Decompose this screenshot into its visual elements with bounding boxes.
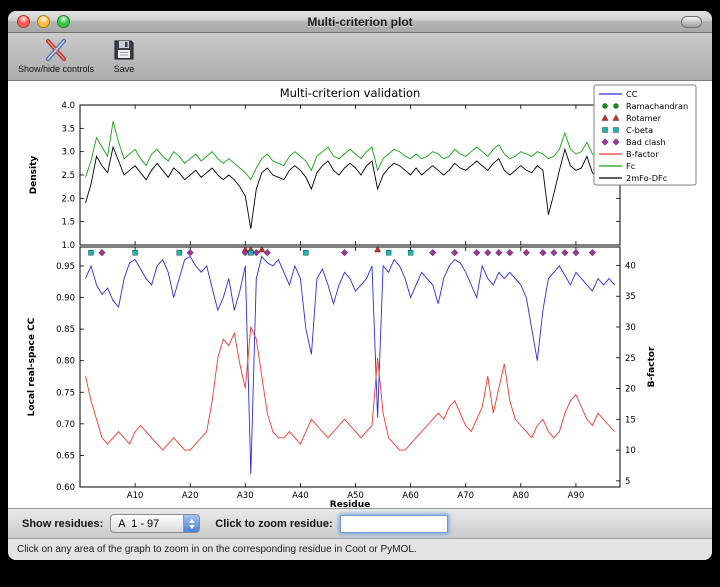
show-hide-controls-label: Show/hide controls	[18, 64, 95, 74]
svg-text:2.5: 2.5	[61, 171, 75, 181]
svg-text:5: 5	[625, 477, 630, 487]
svg-text:Fc: Fc	[626, 161, 635, 171]
svg-text:3.5: 3.5	[61, 124, 75, 134]
svg-text:1.0: 1.0	[61, 241, 75, 251]
series-Fc	[85, 121, 615, 181]
zoom-residue-label: Click to zoom residue:	[215, 517, 333, 530]
markers-bad-clash	[98, 249, 596, 257]
svg-text:15: 15	[625, 415, 636, 425]
controls-bar: Show residues: A 1 - 97 Click to zoom re…	[8, 508, 712, 538]
svg-text:4.0: 4.0	[61, 101, 75, 111]
svg-text:10: 10	[625, 446, 636, 456]
residue-axis-label: Residue	[330, 500, 370, 507]
svg-text:25: 25	[625, 354, 636, 364]
svg-text:0.75: 0.75	[56, 388, 75, 398]
show-residues-label: Show residues:	[22, 517, 104, 530]
save-button[interactable]: Save	[112, 36, 136, 74]
status-text: Click on any area of the graph to zoom i…	[17, 544, 417, 555]
crossed-tools-icon	[43, 36, 69, 64]
svg-text:0.65: 0.65	[56, 451, 75, 461]
svg-text:B-factor: B-factor	[626, 149, 659, 159]
svg-text:CC: CC	[626, 89, 638, 99]
minimize-button[interactable]	[37, 15, 50, 28]
svg-text:A50: A50	[347, 491, 364, 501]
series-B-factor	[85, 325, 615, 451]
svg-text:0.60: 0.60	[56, 483, 75, 493]
residue-range-value: A 1 - 97	[118, 517, 160, 530]
svg-text:3.0: 3.0	[61, 148, 75, 158]
save-icon	[112, 36, 136, 64]
density-axis-label: Density	[29, 156, 39, 195]
series-2mFo-DFc	[85, 141, 615, 229]
svg-text:0.90: 0.90	[56, 294, 75, 304]
toolbar-toggle-button[interactable]	[681, 16, 702, 28]
residue-range-select[interactable]: A 1 - 97	[110, 514, 201, 533]
svg-text:2mFo-DFc: 2mFo-DFc	[626, 173, 667, 183]
traffic-lights	[17, 15, 70, 28]
top-panel-axes[interactable]	[80, 105, 620, 245]
svg-text:35: 35	[625, 292, 636, 302]
svg-text:1.5: 1.5	[61, 218, 75, 228]
svg-text:0.80: 0.80	[56, 357, 75, 367]
svg-text:A40: A40	[292, 491, 309, 501]
close-button[interactable]	[17, 15, 30, 28]
markers-c-beta	[88, 249, 414, 256]
titlebar[interactable]: Multi-criterion plot	[8, 11, 712, 33]
svg-text:30: 30	[625, 323, 636, 333]
svg-text:A60: A60	[402, 491, 419, 501]
svg-text:0.95: 0.95	[56, 262, 75, 272]
svg-text:20: 20	[625, 385, 636, 395]
svg-text:A10: A10	[127, 491, 144, 501]
zoom-window-button[interactable]	[57, 15, 70, 28]
figure-area: 1.0 1.5 2.0 2.5 3.0 3.5 4.0 0.60 0.65 0.70 0.75 0.8…	[8, 81, 712, 508]
svg-text:A70: A70	[457, 491, 474, 501]
svg-text:A80: A80	[512, 491, 529, 501]
save-label: Save	[113, 64, 135, 74]
svg-text:Bad clash: Bad clash	[626, 137, 666, 147]
chart-title: Multi-criterion validation	[280, 86, 421, 100]
cc-axis-label: Local real-space CC	[27, 317, 37, 416]
svg-text:Ramachandran: Ramachandran	[626, 101, 688, 111]
bottom-panel-axes[interactable]	[80, 247, 620, 487]
svg-text:Rotamer: Rotamer	[626, 113, 662, 123]
svg-text:C-beta: C-beta	[626, 125, 653, 135]
svg-text:0.70: 0.70	[56, 420, 75, 430]
svg-text:2.0: 2.0	[61, 194, 75, 204]
bfactor-axis-label: B-factor	[647, 346, 657, 387]
svg-text:0.85: 0.85	[56, 325, 75, 335]
svg-text:A20: A20	[182, 491, 199, 501]
stepper-down-icon	[188, 524, 195, 529]
zoom-residue-input[interactable]	[339, 514, 448, 533]
window-title: Multi-criterion plot	[307, 14, 413, 29]
plot-legend: CC Ramachandran Rotamer C-beta Bad clash B-fa…	[593, 84, 697, 186]
svg-text:A30: A30	[237, 491, 254, 501]
stepper-up-icon	[188, 518, 195, 523]
svg-text:A90: A90	[568, 491, 585, 501]
toolbar: Show/hide controls Save	[8, 33, 712, 81]
app-window: Multi-criterion plot Show/hide controls	[8, 11, 712, 560]
status-bar: Click on any area of the graph to zoom i…	[8, 538, 712, 560]
popup-stepper-icon	[183, 515, 200, 532]
series-CC	[85, 255, 615, 475]
multi-criterion-plot-svg[interactable]: 1.0 1.5 2.0 2.5 3.0 3.5 4.0 0.60 0.65 0.70 0.75 0.8…	[20, 83, 700, 507]
show-hide-controls-button[interactable]: Show/hide controls	[18, 36, 94, 74]
svg-text:40: 40	[625, 261, 636, 271]
